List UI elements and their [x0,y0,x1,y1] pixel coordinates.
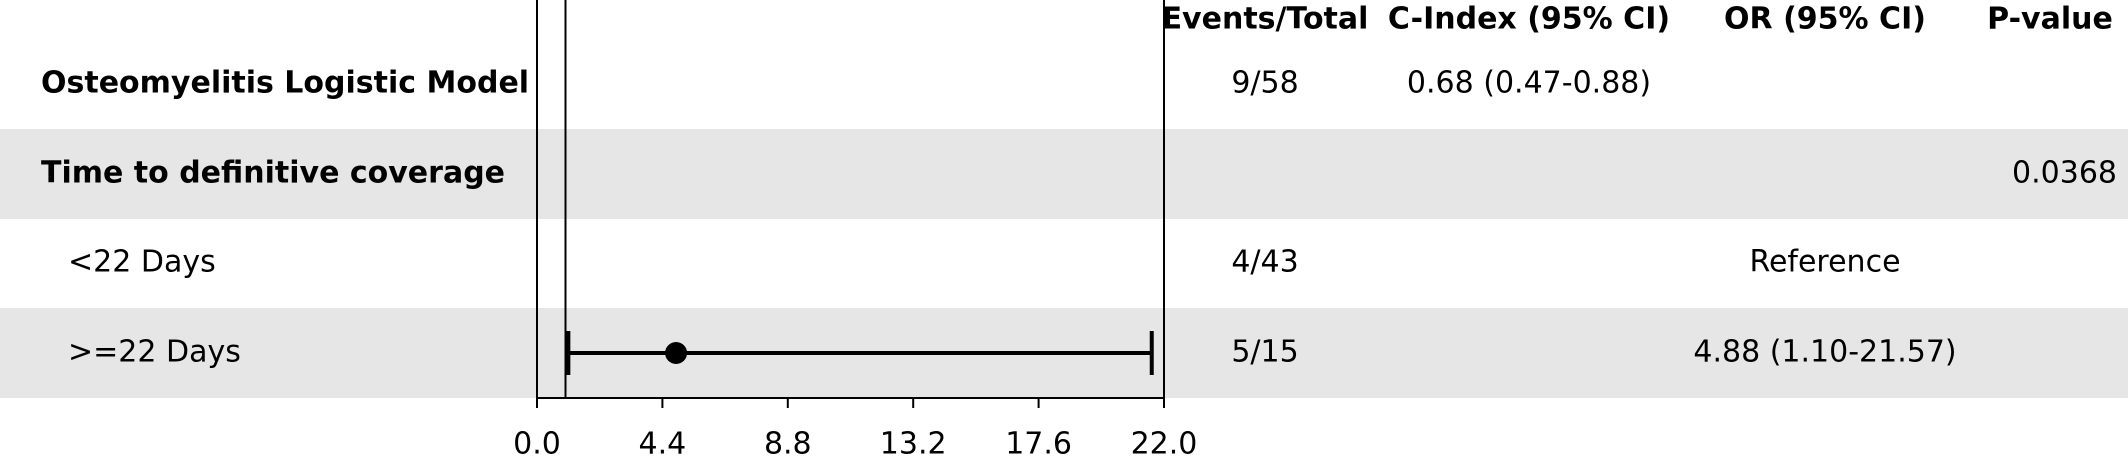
row-label: Osteomyelitis Logistic Model [41,66,529,101]
cell-p-value: 0.0368 [2012,156,2117,191]
column-header: P-value [1987,2,2113,37]
x-tick-label: 8.8 [764,427,812,462]
column-header: Events/Total [1162,2,1369,37]
x-tick-label: 22.0 [1131,427,1198,462]
column-header: OR (95% CI) [1724,2,1926,37]
x-tick-label: 0.0 [513,427,561,462]
row-label: <22 Days [68,245,216,280]
cell-events: 4/43 [1231,245,1298,280]
cell-or: 4.88 (1.10-21.57) [1693,335,1956,370]
column-header: C-Index (95% CI) [1388,2,1670,37]
row-shading [0,129,2128,219]
cell-c-index: 0.68 (0.47-0.88) [1407,66,1651,101]
x-tick-label: 17.6 [1005,427,1072,462]
row-label: Time to definitive coverage [41,156,505,191]
row-label: >=22 Days [68,335,241,370]
cell-or: Reference [1749,245,1900,280]
cell-events: 9/58 [1231,66,1298,101]
cell-events: 5/15 [1231,335,1298,370]
x-tick-label: 13.2 [880,427,947,462]
point-estimate [665,342,688,364]
x-tick-label: 4.4 [639,427,687,462]
